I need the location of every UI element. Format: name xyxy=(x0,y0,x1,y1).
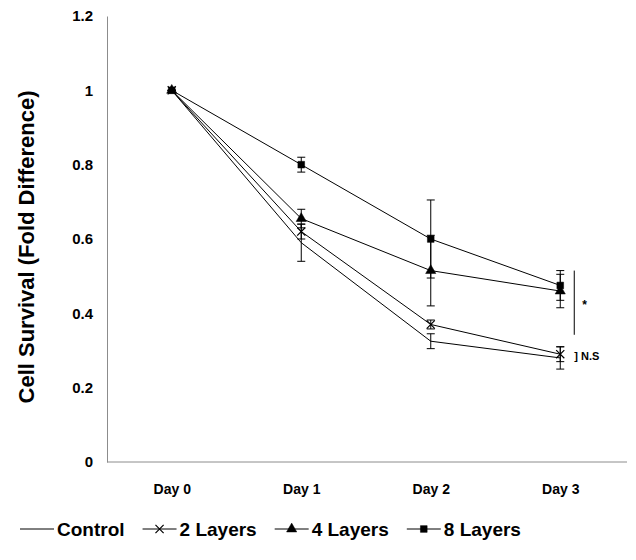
y-axis-line xyxy=(107,17,108,463)
x-axis-line xyxy=(107,462,627,463)
series-line xyxy=(172,90,561,354)
marker xyxy=(557,282,564,289)
y-tick-label: 0.8 xyxy=(72,156,93,173)
legend-item: 8 Layers xyxy=(407,519,521,540)
marker xyxy=(427,236,434,243)
y-tick-label: 0.6 xyxy=(72,230,93,247)
legend: Control 2 Layers 4 Layers 8 Layers xyxy=(20,519,521,540)
legend-label: 8 Layers xyxy=(444,519,521,540)
legend-label: 4 Layers xyxy=(312,519,389,540)
series xyxy=(167,84,566,307)
x-tick-label: Day 1 xyxy=(283,481,321,497)
series-line xyxy=(172,90,561,291)
y-tick: 0.2 xyxy=(72,379,107,396)
x-tick: Day 3 xyxy=(542,462,580,497)
annotation: ] N.S xyxy=(574,350,599,362)
series-line xyxy=(172,90,561,285)
series xyxy=(168,86,565,361)
marker xyxy=(427,320,435,328)
series-line xyxy=(172,90,561,358)
x-tick-label: Day 2 xyxy=(413,481,451,497)
series xyxy=(168,87,565,300)
marker xyxy=(556,350,564,358)
legend-line xyxy=(20,529,54,530)
legend-item: 4 Layers xyxy=(275,519,389,540)
y-tick: 0.4 xyxy=(72,305,107,322)
x-tick: Day 2 xyxy=(413,462,451,497)
x-tick-label: Day 3 xyxy=(542,481,580,497)
legend-label: 2 Layers xyxy=(180,519,257,540)
x-tick: Day 1 xyxy=(283,462,321,497)
legend-label: Control xyxy=(57,519,125,540)
marker xyxy=(168,87,175,94)
x-tick: Day 0 xyxy=(154,462,192,497)
marker xyxy=(297,227,305,235)
y-tick-label: 1.2 xyxy=(72,7,93,24)
y-tick: 0.6 xyxy=(72,230,107,247)
y-tick: 0 xyxy=(85,453,107,470)
y-tick: 1 xyxy=(85,82,107,99)
plot-area xyxy=(167,84,566,369)
legend-marker xyxy=(155,525,163,533)
error-bar xyxy=(297,157,305,172)
y-tick: 1.2 xyxy=(72,7,107,24)
legend-item: 2 Layers xyxy=(143,519,257,540)
marker xyxy=(296,213,306,222)
y-axis: 0 0.2 0.4 0.6 0.8 1 1.2 xyxy=(72,7,107,470)
legend-marker xyxy=(287,523,297,532)
x-axis: Day 0 Day 1 Day 2 Day 3 xyxy=(107,462,627,497)
x-tick-label: Day 0 xyxy=(154,481,192,497)
error-bar xyxy=(556,271,564,301)
series xyxy=(168,90,565,369)
marker xyxy=(298,161,305,168)
annotation-line xyxy=(574,271,575,335)
legend-marker xyxy=(420,526,427,533)
legend-item: Control xyxy=(20,519,125,540)
chart: 0 0.2 0.4 0.6 0.8 1 1.2 Day 0 Day 1 Day 2 Day 3 Cel… xyxy=(0,0,636,560)
error-bar xyxy=(427,320,435,329)
error-bar xyxy=(427,200,435,278)
y-tick-label: 0 xyxy=(85,453,93,470)
marker xyxy=(168,86,176,94)
annotation: * xyxy=(582,298,587,312)
y-tick-label: 1 xyxy=(85,82,93,99)
y-tick: 0.8 xyxy=(72,156,107,173)
y-tick-label: 0.2 xyxy=(72,379,93,396)
y-tick-label: 0.4 xyxy=(72,305,94,322)
error-bar xyxy=(556,347,564,362)
y-axis-title: Cell Survival (Fold Difference) xyxy=(14,91,39,404)
marker xyxy=(167,84,177,93)
